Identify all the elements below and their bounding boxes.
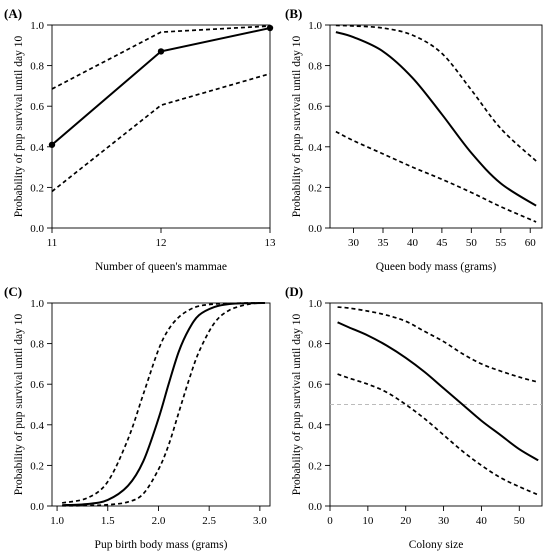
y-tick-label: 0.0 xyxy=(308,501,322,513)
y-tick-label: 0.2 xyxy=(308,182,322,194)
x-axis-label: Colony size xyxy=(409,539,464,551)
x-tick-label: 11 xyxy=(47,237,58,249)
series-lower-line xyxy=(337,373,539,496)
panel-label: (D) xyxy=(285,284,303,299)
y-tick-label: 0.0 xyxy=(308,223,322,235)
series-upper-line xyxy=(51,25,271,90)
x-tick-label: 50 xyxy=(466,237,478,249)
x-tick-label: 40 xyxy=(476,515,488,527)
x-tick-label: 30 xyxy=(438,515,450,527)
x-tick-label: 60 xyxy=(525,237,537,249)
y-tick-label: 0.4 xyxy=(308,420,322,432)
x-tick-label: 0 xyxy=(327,515,333,527)
y-axis-label: Probability of pup survival until day 10 xyxy=(13,314,25,496)
x-tick-label: 45 xyxy=(436,237,448,249)
y-tick-label: 0.6 xyxy=(30,101,44,113)
x-axis-label: Pup birth body mass (grams) xyxy=(95,539,228,551)
series-lower-line xyxy=(335,130,537,223)
panel-label: (C) xyxy=(4,284,22,299)
y-tick-label: 0.2 xyxy=(30,460,44,472)
x-tick-label: 1.5 xyxy=(101,515,115,527)
x-tick-label: 10 xyxy=(362,515,374,527)
series-estimate-line xyxy=(62,302,265,507)
panel-1: (A) 0.0 0.2 0.4 0.6 0.8 1.0 11 12 13 Number of que… xyxy=(4,6,276,273)
y-axis-label: Probability of pup survival until day 10 xyxy=(291,314,303,496)
plot-frame xyxy=(51,302,271,507)
panel-2: (B) 0.0 0.2 0.4 0.6 0.8 1.0 30 35 40 45 50 55 60 Queen… xyxy=(285,6,543,273)
y-tick-label: 1.0 xyxy=(308,298,322,310)
series-upper-line xyxy=(335,24,537,162)
x-tick-label: 40 xyxy=(407,237,419,249)
data-point xyxy=(48,141,56,148)
y-tick-label: 0.8 xyxy=(30,61,44,73)
y-tick-label: 0.4 xyxy=(30,142,44,154)
data-point xyxy=(266,24,274,32)
series-upper-line xyxy=(337,306,539,383)
series-estimate-line xyxy=(51,27,271,146)
x-tick-label: 3.0 xyxy=(253,515,267,527)
y-axis-label: Probability of pup survival until day 10 xyxy=(13,36,25,218)
series-estimate-line xyxy=(335,31,537,207)
y-tick-label: 1.0 xyxy=(30,298,44,310)
y-tick-label: 0.2 xyxy=(30,182,44,194)
y-tick-label: 0.6 xyxy=(308,101,322,113)
plot-frame xyxy=(329,24,543,229)
panel-label: (B) xyxy=(285,6,302,21)
x-axis-label: Number of queen's mammae xyxy=(95,261,227,273)
x-tick-label: 20 xyxy=(400,515,412,527)
y-tick-label: 0.6 xyxy=(308,379,322,391)
y-tick-label: 0.0 xyxy=(30,223,44,235)
x-tick-label: 50 xyxy=(514,515,526,527)
y-axis-label: Probability of pup survival until day 10 xyxy=(291,36,303,218)
panel-label: (A) xyxy=(4,6,22,21)
series-upper-line xyxy=(61,302,265,504)
series-estimate-line xyxy=(337,321,539,462)
panel-3: (C) 0.0 0.2 0.4 0.6 0.8 1.0 1.0 1.5 2.0 2.5 3.0 Pup … xyxy=(4,284,271,551)
y-tick-label: 1.0 xyxy=(30,20,44,32)
y-tick-label: 0.2 xyxy=(308,460,322,472)
x-tick-label: 30 xyxy=(348,237,360,249)
y-tick-label: 0.0 xyxy=(30,501,44,513)
y-tick-label: 1.0 xyxy=(308,20,322,32)
data-point xyxy=(157,48,165,55)
panel-4: (D) 0.0 0.2 0.4 0.6 0.8 1.0 0 10 20 30 40 50 Colony s… xyxy=(285,284,543,551)
x-tick-label: 2.5 xyxy=(202,515,216,527)
plot-frame xyxy=(51,24,271,229)
series-lower-line xyxy=(51,72,271,193)
y-tick-label: 0.8 xyxy=(308,339,322,351)
series-lower-line xyxy=(62,302,265,507)
x-tick-label: 55 xyxy=(495,237,507,249)
x-axis-label: Queen body mass (grams) xyxy=(376,261,497,273)
y-tick-label: 0.4 xyxy=(30,420,44,432)
y-tick-label: 0.8 xyxy=(308,61,322,73)
x-tick-label: 13 xyxy=(265,237,277,249)
x-tick-label: 12 xyxy=(156,237,167,249)
y-tick-label: 0.6 xyxy=(30,379,44,391)
y-tick-label: 0.8 xyxy=(30,339,44,351)
x-tick-label: 35 xyxy=(378,237,390,249)
x-tick-label: 2.0 xyxy=(152,515,166,527)
x-tick-label: 1.0 xyxy=(50,515,64,527)
y-tick-label: 0.4 xyxy=(308,142,322,154)
